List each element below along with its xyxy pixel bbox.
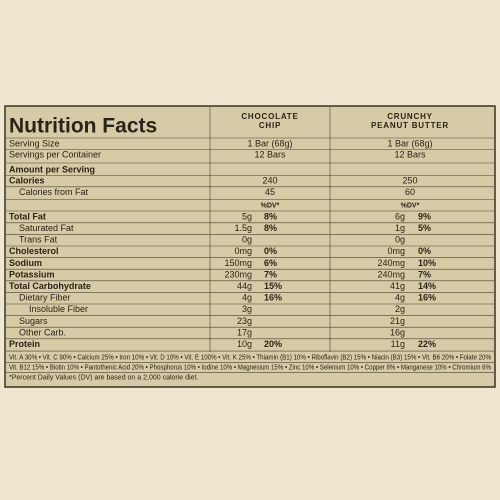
amount: 21g <box>390 316 405 326</box>
column-header: CHOCOLATE <box>241 112 298 121</box>
amount: 1.5g <box>234 223 252 233</box>
row-label: Protein <box>9 339 40 349</box>
amount: 0mg <box>387 246 405 256</box>
column-header: CHIP <box>259 121 281 130</box>
row-label: Potassium <box>9 269 55 279</box>
row-label: Dietary Fiber <box>19 293 71 303</box>
amount: 240mg <box>377 258 405 268</box>
amount: 4g <box>242 293 252 303</box>
daily-value: 10% <box>418 258 436 268</box>
row-label: Other Carb. <box>19 327 66 337</box>
calorie-value: 60 <box>405 187 415 197</box>
serving-value: 1 Bar (68g) <box>247 138 292 148</box>
amount: 4g <box>395 293 405 303</box>
vitamin-line: Vit. B12 15% • Biotin 10% • Pantothenic … <box>9 364 491 371</box>
amount: 0g <box>242 235 252 245</box>
daily-value: 8% <box>264 211 277 221</box>
section-header: Amount per Serving <box>9 164 95 174</box>
dv-header: %DV* <box>261 202 280 209</box>
amount: 230mg <box>224 269 252 279</box>
row-label: Saturated Fat <box>19 223 74 233</box>
amount: 1g <box>395 223 405 233</box>
daily-value: 15% <box>264 281 282 291</box>
amount: 6g <box>395 211 405 221</box>
daily-value: 9% <box>418 211 431 221</box>
serving-value: 12 Bars <box>254 149 286 159</box>
row-label: Total Carbohydrate <box>9 281 91 291</box>
row-label: Serving Size <box>9 138 60 148</box>
amount: 16g <box>390 327 405 337</box>
amount: 0g <box>395 235 405 245</box>
row-label: Trans Fat <box>19 235 58 245</box>
daily-value: 7% <box>264 269 277 279</box>
row-label: Servings per Container <box>9 149 101 159</box>
row-label: Sugars <box>19 316 48 326</box>
dv-header: %DV* <box>401 202 420 209</box>
row-label: Total Fat <box>9 211 46 221</box>
amount: 10g <box>237 339 252 349</box>
amount: 5g <box>242 211 252 221</box>
amount: 41g <box>390 281 405 291</box>
daily-value: 6% <box>264 258 277 268</box>
amount: 150mg <box>224 258 252 268</box>
daily-value: 8% <box>264 223 277 233</box>
calorie-value: 45 <box>265 187 275 197</box>
row-label: Insoluble Fiber <box>29 304 88 314</box>
row-label: Sodium <box>9 258 42 268</box>
amount: 240mg <box>377 269 405 279</box>
serving-value: 1 Bar (68g) <box>387 138 432 148</box>
title: Nutrition Facts <box>9 115 157 138</box>
amount: 44g <box>237 281 252 291</box>
amount: 0mg <box>234 246 252 256</box>
amount: 2g <box>395 304 405 314</box>
daily-value: 16% <box>264 293 282 303</box>
column-header: CRUNCHY <box>387 112 433 121</box>
daily-value: 7% <box>418 269 431 279</box>
calorie-value: 250 <box>402 175 417 185</box>
serving-value: 12 Bars <box>394 149 426 159</box>
label-panel <box>4 105 496 388</box>
row-label: Cholesterol <box>9 246 59 256</box>
column-header: PEANUT BUTTER <box>371 121 449 130</box>
daily-value: 0% <box>264 246 277 256</box>
daily-value: 14% <box>418 281 436 291</box>
footnote: *Percent Daily Values (DV) are based on … <box>9 374 198 381</box>
daily-value: 20% <box>264 339 282 349</box>
daily-value: 16% <box>418 293 436 303</box>
daily-value: 0% <box>418 246 431 256</box>
amount: 11g <box>391 339 405 349</box>
daily-value: 5% <box>418 223 431 233</box>
daily-value: 22% <box>418 339 436 349</box>
row-label: Calories <box>9 175 45 185</box>
amount: 23g <box>237 316 252 326</box>
calorie-value: 240 <box>262 175 277 185</box>
vitamin-line: Vit. A 30% • Vit. C 90% • Calcium 25% • … <box>9 354 491 361</box>
row-label: Calories from Fat <box>19 187 89 197</box>
amount: 17g <box>237 327 252 337</box>
amount: 3g <box>242 304 252 314</box>
